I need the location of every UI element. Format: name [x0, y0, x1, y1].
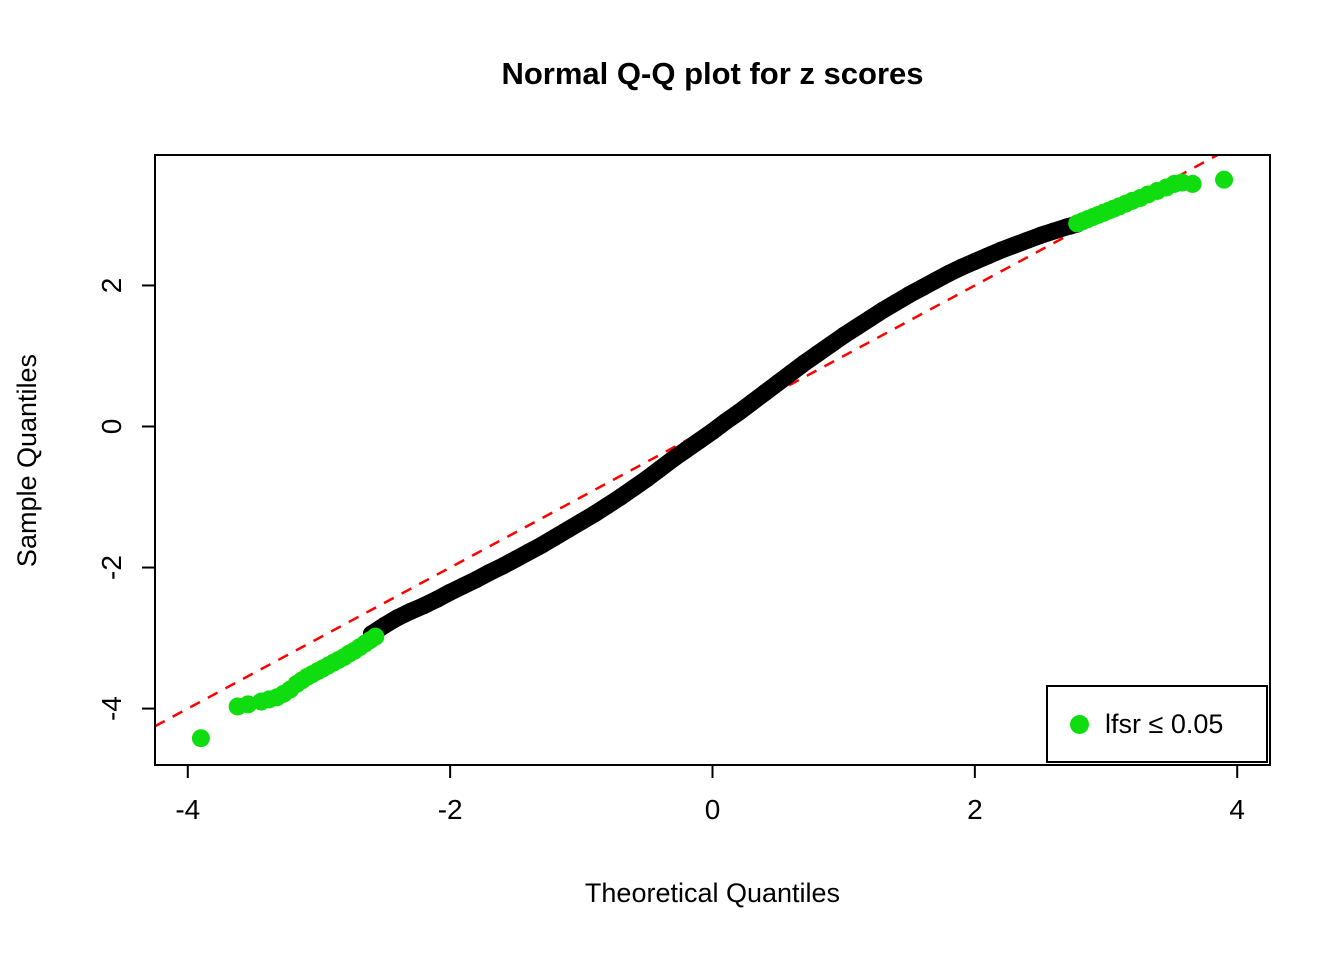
data-point-series-0 — [1018, 231, 1036, 249]
data-point-series-0 — [756, 384, 774, 402]
data-point-series-0 — [599, 496, 617, 514]
data-point-series-0 — [559, 520, 577, 538]
data-point-series-0 — [717, 413, 735, 431]
data-point-series-0 — [1005, 236, 1023, 254]
x-tick-label: 0 — [705, 794, 721, 825]
data-point-series-2 — [1183, 174, 1202, 193]
x-tick-label: 4 — [1229, 794, 1245, 825]
x-tick-label: -2 — [438, 794, 463, 825]
data-point-series-0 — [585, 505, 603, 523]
data-point-series-2 — [1215, 170, 1234, 189]
data-point-series-0 — [494, 557, 512, 575]
data-point-series-0 — [415, 597, 433, 615]
data-point-series-0 — [1031, 226, 1049, 244]
legend: lfsr ≤ 0.05 — [1046, 685, 1268, 763]
data-point-series-0 — [848, 318, 866, 336]
plot-box — [154, 154, 1271, 766]
data-point-series-0 — [900, 286, 918, 304]
data-point-series-0 — [730, 403, 748, 421]
legend-marker-icon — [1070, 714, 1089, 734]
legend-label: lfsr ≤ 0.05 — [1105, 708, 1224, 739]
data-point-series-0 — [966, 252, 984, 270]
y-tick-label: -4 — [96, 696, 127, 721]
chart-title: Normal Q-Q plot for z scores — [501, 56, 924, 91]
data-point-series-0 — [677, 441, 695, 459]
data-point-series-0 — [743, 394, 761, 412]
x-tick-label: 2 — [967, 794, 983, 825]
data-point-series-0 — [454, 577, 472, 595]
data-point-series-0 — [861, 310, 879, 328]
data-point-series-0 — [1045, 222, 1063, 240]
data-point-series-0 — [441, 583, 459, 601]
data-point-series-0 — [389, 609, 407, 627]
y-tick-label: 0 — [96, 419, 127, 435]
y-axis-title-wrap: Sample Quantiles — [4, 155, 52, 765]
data-point-series-0 — [664, 450, 682, 468]
data-point-series-0 — [874, 301, 892, 319]
data-point-series-0 — [612, 488, 630, 506]
data-point-series-1 — [191, 729, 210, 748]
data-point-series-0 — [625, 479, 643, 497]
x-axis-title: Theoretical Quantiles — [584, 878, 841, 908]
x-tick-label: -4 — [175, 794, 200, 825]
data-point-series-0 — [428, 590, 446, 608]
data-point-series-0 — [402, 602, 420, 620]
data-point-series-0 — [507, 550, 525, 568]
data-point-series-0 — [546, 528, 564, 546]
data-point-series-0 — [795, 354, 813, 372]
data-point-series-0 — [887, 293, 905, 311]
data-point-series-0 — [572, 513, 590, 531]
data-point-series-0 — [481, 563, 498, 581]
data-point-series-0 — [992, 241, 1010, 259]
data-point-series-0 — [533, 536, 551, 554]
data-point-series-0 — [979, 247, 997, 265]
y-tick-label: -2 — [96, 555, 127, 580]
data-point-series-0 — [651, 460, 669, 478]
data-point-series-0 — [769, 374, 787, 392]
data-point-series-0 — [940, 264, 958, 282]
y-axis-title: Sample Quantiles — [12, 353, 43, 567]
data-point-series-0 — [835, 327, 853, 345]
data-point-series-0 — [638, 470, 656, 488]
data-point-series-0 — [782, 364, 800, 382]
data-point-series-0 — [808, 345, 826, 363]
data-point-series-0 — [704, 422, 721, 440]
data-point-series-0 — [913, 279, 931, 297]
data-point-series-0 — [927, 272, 944, 290]
y-tick-label: 2 — [96, 278, 127, 294]
data-point-series-0 — [690, 432, 708, 450]
data-point-series-1 — [366, 627, 385, 646]
data-point-series-0 — [520, 543, 538, 561]
data-point-series-0 — [822, 336, 840, 354]
data-point-series-0 — [467, 571, 485, 589]
data-point-series-0 — [953, 258, 971, 276]
